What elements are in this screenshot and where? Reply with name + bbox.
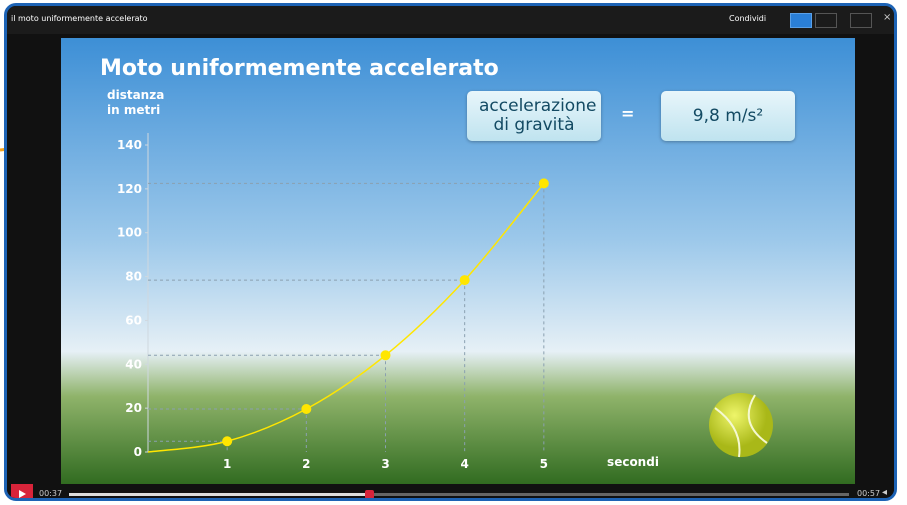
y-tick-label: 100 [117,226,142,240]
annotation: = [621,104,634,123]
annotation: accelerazione di gravità [479,97,589,135]
chart: Moto uniformemente accelerato secondi 0 2… [4,3,897,501]
data-point [460,275,470,285]
annotation-box: accelerazione di gravità [467,91,601,141]
y-axis-label: distanza in metri [107,88,177,118]
x-tick-label: 1 [223,457,231,471]
y-tick-label: 60 [125,313,142,327]
video-player: il moto uniformemente accelerato Condivi… [4,3,897,501]
x-tick-label: 5 [540,457,548,471]
y-tick-label: 40 [125,357,142,371]
y-tick-label: 0 [134,445,142,459]
volume-button[interactable]: ◂ [882,487,887,498]
play-button[interactable] [11,484,33,501]
x-axis-label: secondi [607,455,659,469]
x-tick-label: 2 [302,457,310,471]
x-tick-label: 4 [460,457,468,471]
chart-title: Moto uniformemente accelerato [100,56,499,81]
y-tick-label: 80 [125,270,142,284]
progress-handle[interactable] [365,490,374,499]
data-point [222,436,232,446]
data-point [381,350,391,360]
tennis-ball [709,393,773,457]
page: il moto uniformemente accelerato Condivi… [0,0,907,505]
x-tick-label: 3 [381,457,389,471]
annotation-box: 9,8 m/s² [661,91,795,141]
y-tick-label: 20 [125,401,142,415]
data-point [539,178,549,188]
progress-fill [69,493,369,496]
y-tick-label: 140 [117,138,142,152]
y-tick-label: 120 [117,182,142,196]
current-time: 00:37 [39,489,62,498]
control-bar: 00:37 00:57 ◂ [7,484,894,501]
data-point [301,404,311,414]
duration: 00:57 [857,489,880,498]
annotation: 9,8 m/s² [693,106,763,126]
